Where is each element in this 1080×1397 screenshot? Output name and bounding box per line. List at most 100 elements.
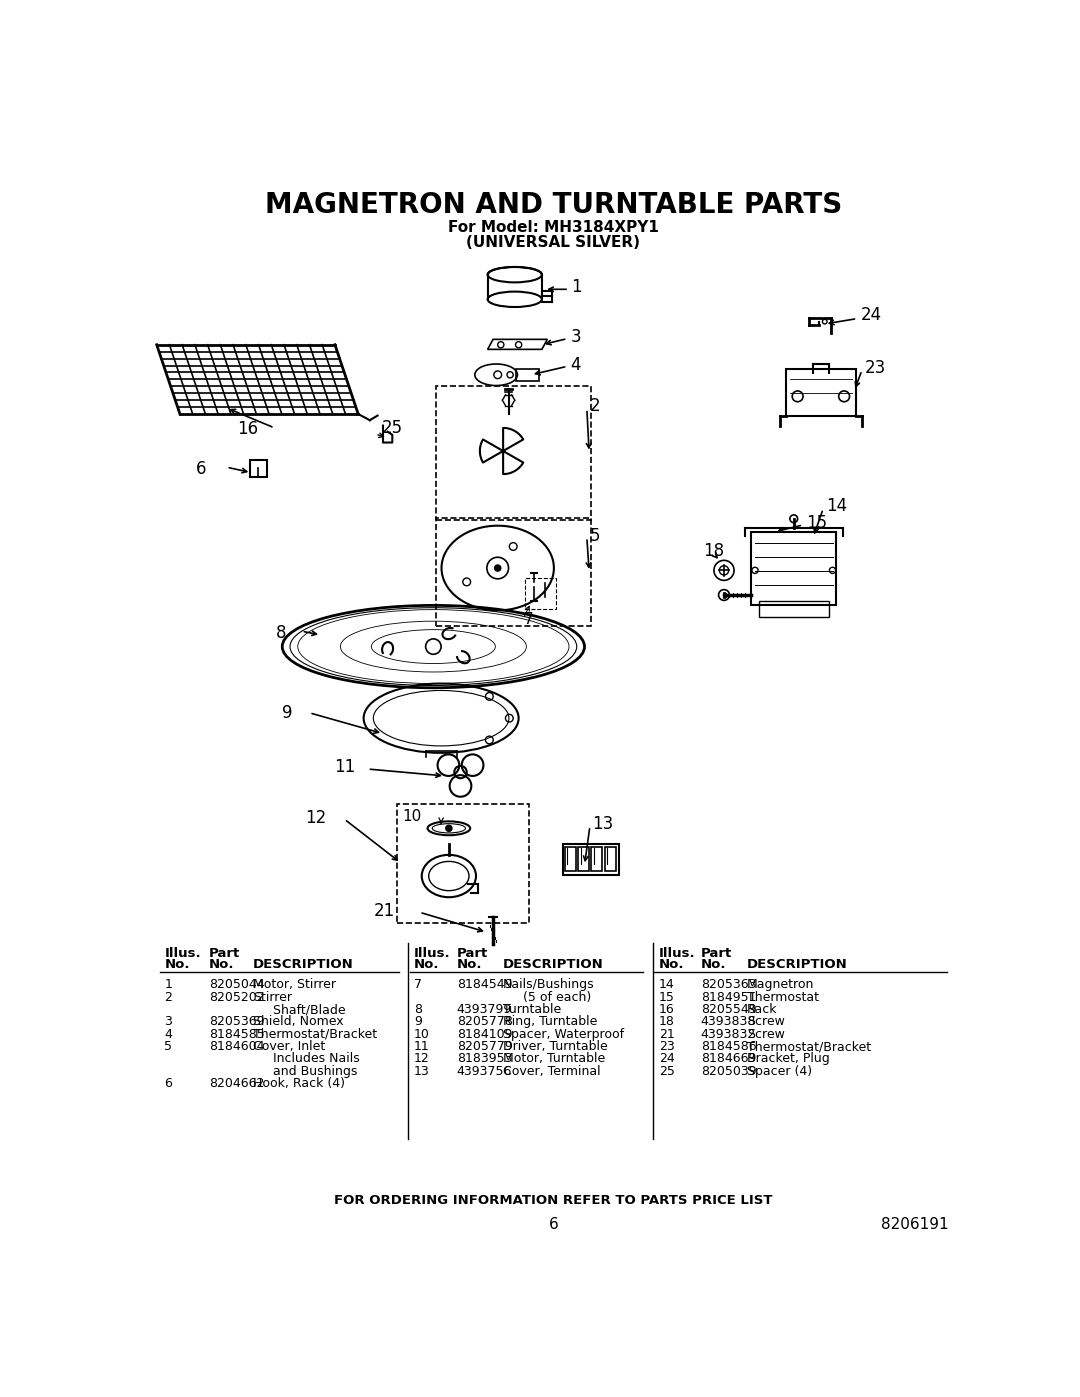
Text: 1: 1 [164, 978, 173, 992]
Text: Thermostat/Bracket: Thermostat/Bracket [253, 1028, 377, 1041]
Text: Part: Part [701, 947, 732, 960]
Text: No.: No. [701, 958, 726, 971]
Text: 8184109: 8184109 [457, 1028, 512, 1041]
Text: 10: 10 [414, 1028, 430, 1041]
Text: and Bushings: and Bushings [253, 1065, 357, 1077]
Text: 9: 9 [282, 704, 293, 722]
Bar [578, 847, 590, 872]
Text: Shield, Nomex: Shield, Nomex [253, 1016, 343, 1028]
Text: 23: 23 [659, 1039, 675, 1053]
Text: 8184586: 8184586 [701, 1039, 756, 1053]
Text: 10: 10 [403, 809, 421, 824]
Text: 3: 3 [570, 328, 581, 346]
Text: 24: 24 [659, 1052, 675, 1066]
Text: No.: No. [659, 958, 685, 971]
Text: Motor, Turntable: Motor, Turntable [503, 1052, 606, 1066]
Text: Spacer (4): Spacer (4) [747, 1065, 812, 1077]
Circle shape [446, 826, 451, 831]
Text: 25: 25 [381, 419, 403, 437]
Bar [592, 847, 603, 872]
Text: Screw: Screw [747, 1016, 785, 1028]
Text: 6: 6 [195, 460, 206, 478]
Text: 16: 16 [238, 420, 258, 439]
Text: 11: 11 [334, 759, 355, 777]
Text: DESCRIPTION: DESCRIPTION [747, 958, 848, 971]
Text: Nails/Bushings: Nails/Bushings [503, 978, 595, 992]
Text: 3: 3 [164, 1016, 173, 1028]
Bar [525, 578, 556, 609]
Text: 8205779: 8205779 [457, 1039, 512, 1053]
Text: DESCRIPTION: DESCRIPTION [503, 958, 604, 971]
Text: DESCRIPTION: DESCRIPTION [253, 958, 353, 971]
Text: Turntable: Turntable [503, 1003, 562, 1016]
Bar [565, 847, 576, 872]
Text: 7: 7 [414, 978, 422, 992]
Text: For Model: MH3184XPY1: For Model: MH3184XPY1 [448, 219, 659, 235]
Text: Rack: Rack [747, 1003, 778, 1016]
Text: 8205549: 8205549 [701, 1003, 756, 1016]
Text: MAGNETRON AND TURNTABLE PARTS: MAGNETRON AND TURNTABLE PARTS [265, 191, 842, 219]
Text: 8184951: 8184951 [701, 990, 756, 1004]
Text: (UNIVERSAL SILVER): (UNIVERSAL SILVER) [467, 235, 640, 250]
Text: 8205363: 8205363 [701, 978, 756, 992]
Text: Hook, Rack (4): Hook, Rack (4) [253, 1077, 345, 1090]
Text: Cover, Terminal: Cover, Terminal [503, 1065, 600, 1077]
Text: Ring, Turntable: Ring, Turntable [503, 1016, 597, 1028]
Text: 23: 23 [865, 359, 887, 377]
Text: 8205044: 8205044 [208, 978, 265, 992]
Text: Shaft/Blade: Shaft/Blade [253, 1003, 346, 1016]
Bar [249, 460, 267, 478]
Bar [435, 386, 591, 520]
Text: No.: No. [457, 958, 482, 971]
Text: Part: Part [208, 947, 240, 960]
Text: Part: Part [457, 947, 488, 960]
Text: (5 of each): (5 of each) [503, 990, 592, 1004]
Text: 6: 6 [549, 1217, 558, 1232]
Text: Thermostat: Thermostat [747, 990, 820, 1004]
Text: 7: 7 [524, 612, 532, 627]
Text: 13: 13 [414, 1065, 430, 1077]
Text: 2: 2 [164, 990, 173, 1004]
Text: Illus.: Illus. [659, 947, 696, 960]
Text: 1: 1 [571, 278, 582, 296]
Text: 8: 8 [276, 623, 286, 641]
Text: Illus.: Illus. [164, 947, 201, 960]
Text: 8184669: 8184669 [701, 1052, 756, 1066]
Text: 14: 14 [826, 497, 848, 515]
Text: 15: 15 [806, 514, 827, 532]
Text: 8184585: 8184585 [208, 1028, 265, 1041]
Text: FOR ORDERING INFORMATION REFER TO PARTS PRICE LIST: FOR ORDERING INFORMATION REFER TO PARTS … [334, 1194, 773, 1207]
Bar [435, 518, 591, 626]
Text: 15: 15 [659, 990, 675, 1004]
Text: Includes Nails: Includes Nails [253, 1052, 360, 1066]
Text: 4: 4 [570, 356, 581, 374]
Bar [759, 601, 828, 616]
Text: 4: 4 [164, 1028, 173, 1041]
Text: 18: 18 [659, 1016, 675, 1028]
Text: 4393756: 4393756 [457, 1065, 512, 1077]
Text: 4393832: 4393832 [701, 1028, 756, 1041]
Bar [786, 369, 855, 416]
Text: 8: 8 [414, 1003, 422, 1016]
Text: Screw: Screw [747, 1028, 785, 1041]
Text: Magnetron: Magnetron [747, 978, 814, 992]
Circle shape [495, 564, 501, 571]
Text: Motor, Stirrer: Motor, Stirrer [253, 978, 336, 992]
Text: 8205369: 8205369 [208, 1016, 265, 1028]
Text: 18: 18 [703, 542, 725, 560]
Text: 8184549: 8184549 [457, 978, 512, 992]
Text: Driver, Turntable: Driver, Turntable [503, 1039, 608, 1053]
Text: 6: 6 [164, 1077, 173, 1090]
Text: 12: 12 [414, 1052, 430, 1066]
Text: 5: 5 [590, 527, 600, 545]
Text: 8183953: 8183953 [457, 1052, 512, 1066]
Text: No.: No. [208, 958, 234, 971]
Text: 16: 16 [659, 1003, 675, 1016]
Text: Spacer, Waterproof: Spacer, Waterproof [503, 1028, 624, 1041]
Text: 8205778: 8205778 [457, 1016, 513, 1028]
Text: Bracket, Plug: Bracket, Plug [747, 1052, 831, 1066]
Text: 4393838: 4393838 [701, 1016, 756, 1028]
Text: No.: No. [164, 958, 190, 971]
Text: 12: 12 [306, 809, 327, 827]
Text: No.: No. [414, 958, 440, 971]
